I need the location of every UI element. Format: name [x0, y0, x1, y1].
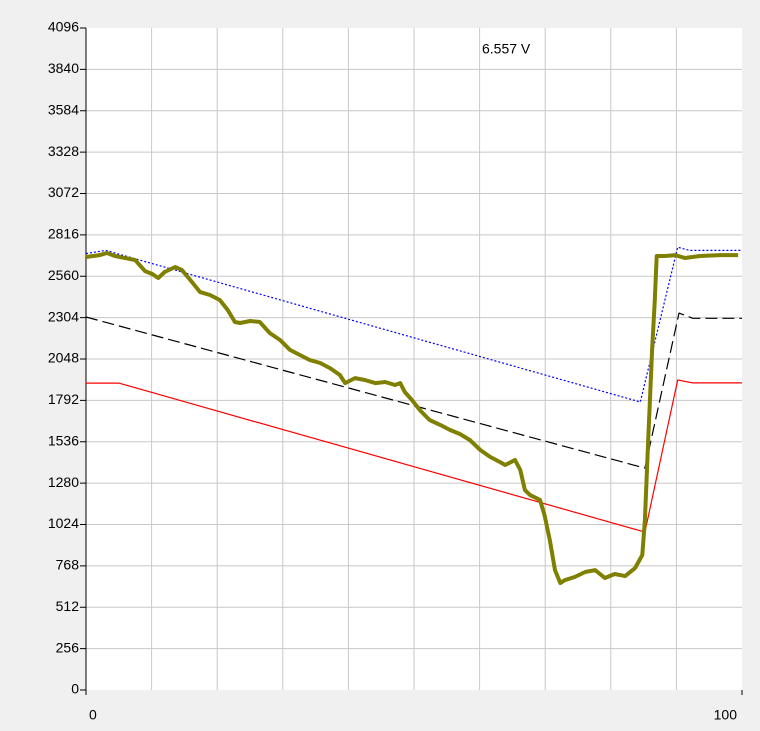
- y-tick-label: 3840: [48, 60, 79, 76]
- y-tick-label: 1280: [48, 474, 79, 490]
- y-tick-label: 4096: [48, 19, 79, 35]
- y-tick-label: 3328: [48, 143, 79, 159]
- x-tick-label: 100: [714, 707, 738, 723]
- annotation: 6.557 V: [482, 41, 531, 57]
- data-line: [85, 246, 742, 403]
- y-tick-label: 1536: [48, 432, 79, 448]
- data-line: [85, 251, 739, 585]
- y-tick-label: 2048: [48, 350, 79, 366]
- y-tick-label: 0: [71, 681, 79, 697]
- y-tick-label: 3584: [48, 101, 79, 117]
- y-tick-label: 512: [56, 598, 80, 614]
- data-line: [85, 312, 742, 469]
- y-tick-label: 2304: [48, 308, 79, 324]
- y-tick-label: 768: [56, 557, 80, 573]
- x-tick-label: 0: [89, 707, 97, 723]
- y-tick-label: 1792: [48, 391, 79, 407]
- y-tick-label: 2816: [48, 226, 79, 242]
- y-tick-label: 256: [56, 639, 80, 655]
- y-tick-label: 1024: [48, 515, 79, 531]
- y-tick-label: 3072: [48, 184, 79, 200]
- y-tick-label: 2560: [48, 267, 79, 283]
